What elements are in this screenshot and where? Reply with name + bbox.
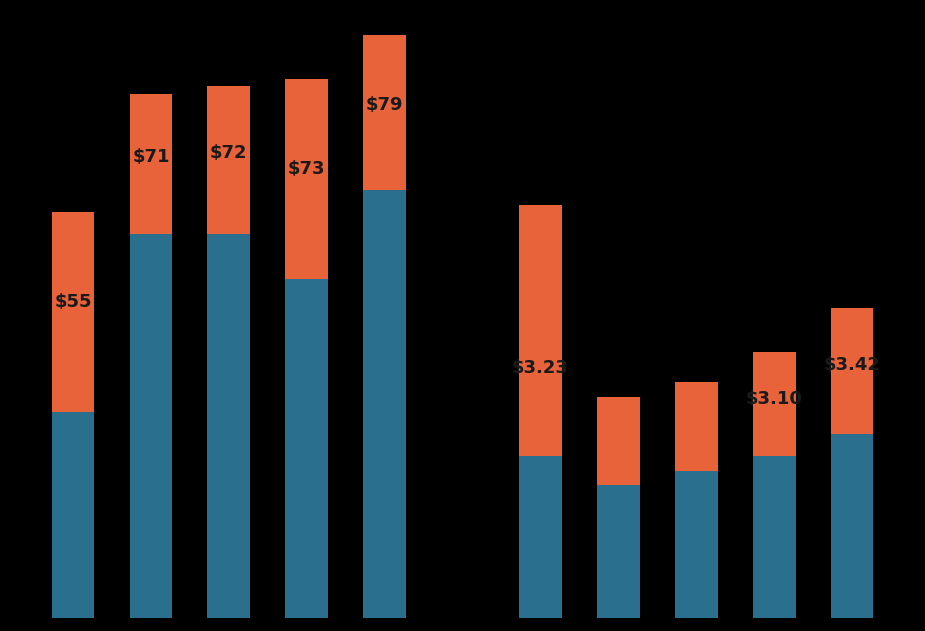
Bar [207,234,251,618]
Text: $73: $73 [288,160,326,178]
Bar [753,353,796,456]
Text: $55: $55 [55,293,92,311]
Bar [674,382,718,471]
Bar [364,35,406,190]
Bar [674,471,718,618]
Bar [285,79,328,278]
Bar [52,212,94,411]
Text: $71: $71 [132,148,169,166]
Bar [519,204,561,456]
Bar [831,308,873,433]
Bar [597,485,640,618]
Text: $3.42: $3.42 [823,356,881,374]
Text: $3.23: $3.23 [512,359,569,377]
Text: $72: $72 [210,144,248,162]
Bar [285,278,328,618]
Text: $3.10: $3.10 [746,390,803,408]
Bar [753,456,796,618]
Bar [130,234,172,618]
Bar [597,397,640,485]
Text: $79: $79 [366,95,403,114]
Bar [52,411,94,618]
Bar [519,456,561,618]
Bar [364,190,406,618]
Bar [207,86,251,234]
Bar [130,94,172,234]
Bar [831,433,873,618]
